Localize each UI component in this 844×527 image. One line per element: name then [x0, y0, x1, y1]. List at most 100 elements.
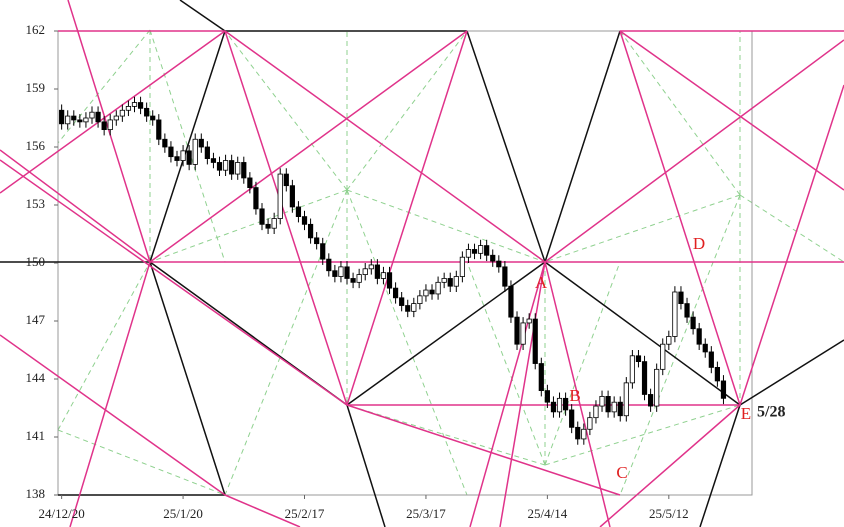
candle-body — [502, 266, 508, 287]
candle-body — [702, 343, 708, 353]
candle-body — [569, 409, 575, 428]
candle-body — [216, 162, 223, 171]
y-tick-label: 153 — [26, 196, 46, 211]
candle-body — [125, 106, 132, 111]
candle-body — [59, 109, 65, 125]
y-tick-label: 147 — [26, 312, 46, 327]
point-label: B — [569, 386, 580, 405]
x-tick-label: 25/3/17 — [406, 506, 446, 521]
candle-body — [484, 245, 490, 256]
candle-body — [107, 119, 113, 131]
candle-body — [314, 237, 320, 245]
candle-body — [678, 291, 684, 304]
candle-body — [380, 272, 387, 279]
candle-body — [65, 115, 71, 125]
y-tick-label: 156 — [26, 138, 46, 153]
candle-body — [666, 336, 672, 345]
candle-body — [241, 162, 247, 179]
candle-body — [714, 366, 720, 382]
candle-body — [144, 107, 150, 117]
y-tick-label: 141 — [26, 428, 46, 443]
candle-body — [587, 417, 593, 430]
candle-body — [386, 272, 393, 289]
candle-body — [150, 115, 156, 121]
candle-body — [222, 160, 229, 171]
candle-body — [89, 111, 95, 119]
candle-body — [405, 305, 411, 312]
candle-body — [520, 322, 526, 345]
candle-body — [83, 117, 89, 123]
candle-body — [581, 428, 587, 440]
y-tick-label: 138 — [26, 486, 46, 501]
candle-body — [648, 394, 654, 407]
candle-body — [362, 268, 368, 275]
y-tick-label: 144 — [26, 370, 46, 385]
y-tick-label: 159 — [26, 80, 46, 95]
candle-body — [514, 316, 520, 345]
candle-body — [708, 351, 714, 368]
candle-body — [307, 223, 314, 239]
candle-body — [332, 270, 338, 277]
candle-body — [429, 289, 435, 295]
candle-body — [168, 146, 174, 158]
candle-body — [344, 266, 350, 279]
candle-body — [544, 390, 550, 403]
candle-body — [71, 115, 77, 121]
candle-body — [471, 249, 478, 254]
candle-body — [399, 297, 405, 306]
candle-body — [119, 109, 125, 117]
candle-body — [368, 264, 374, 270]
candle-body — [113, 115, 119, 121]
candle-body — [538, 363, 544, 391]
candle-body — [417, 295, 423, 305]
candle-body — [95, 111, 101, 123]
candle-body — [623, 382, 629, 417]
candle-body — [575, 426, 581, 440]
candle-body — [174, 156, 180, 161]
candle-body — [447, 278, 453, 287]
candle-body — [720, 380, 727, 399]
candle-body — [259, 208, 265, 225]
candle-body — [235, 162, 241, 175]
candle-body — [131, 102, 138, 107]
candle-body — [490, 254, 496, 262]
candle-body — [654, 368, 660, 407]
candle-body — [186, 150, 192, 165]
candle-body — [210, 158, 217, 163]
candle-body — [77, 119, 83, 123]
candle-body — [684, 303, 690, 318]
y-tick-label: 162 — [26, 22, 46, 37]
candle-body — [392, 287, 399, 299]
candle-body — [204, 146, 210, 159]
candle-body — [374, 264, 380, 279]
candle-body — [253, 187, 259, 210]
x-tick-label: 25/1/20 — [163, 506, 203, 521]
candle-body — [137, 102, 144, 109]
point-label: C — [616, 463, 627, 482]
x-tick-label: 24/12/20 — [39, 506, 85, 521]
candle-body — [617, 401, 623, 417]
candle-body — [441, 278, 447, 283]
candle-body — [605, 395, 611, 413]
candle-body — [229, 160, 235, 175]
point-label: D — [693, 234, 705, 253]
candle-body — [611, 401, 617, 413]
candle-body — [423, 289, 429, 297]
candle-body — [192, 138, 198, 165]
candle-body — [641, 361, 648, 395]
candle-body — [198, 138, 204, 148]
candle-body — [562, 397, 569, 411]
candle-body — [338, 266, 344, 277]
candle-body — [247, 177, 253, 189]
candle-body — [265, 223, 271, 229]
candle-body — [162, 138, 168, 148]
candle-body — [532, 318, 538, 364]
candle-body — [635, 355, 642, 362]
candle-body — [599, 395, 605, 407]
x-tick-label: 25/2/17 — [285, 506, 325, 521]
candle-body — [453, 276, 459, 287]
candle-body — [101, 121, 107, 131]
candle-body — [459, 256, 465, 277]
